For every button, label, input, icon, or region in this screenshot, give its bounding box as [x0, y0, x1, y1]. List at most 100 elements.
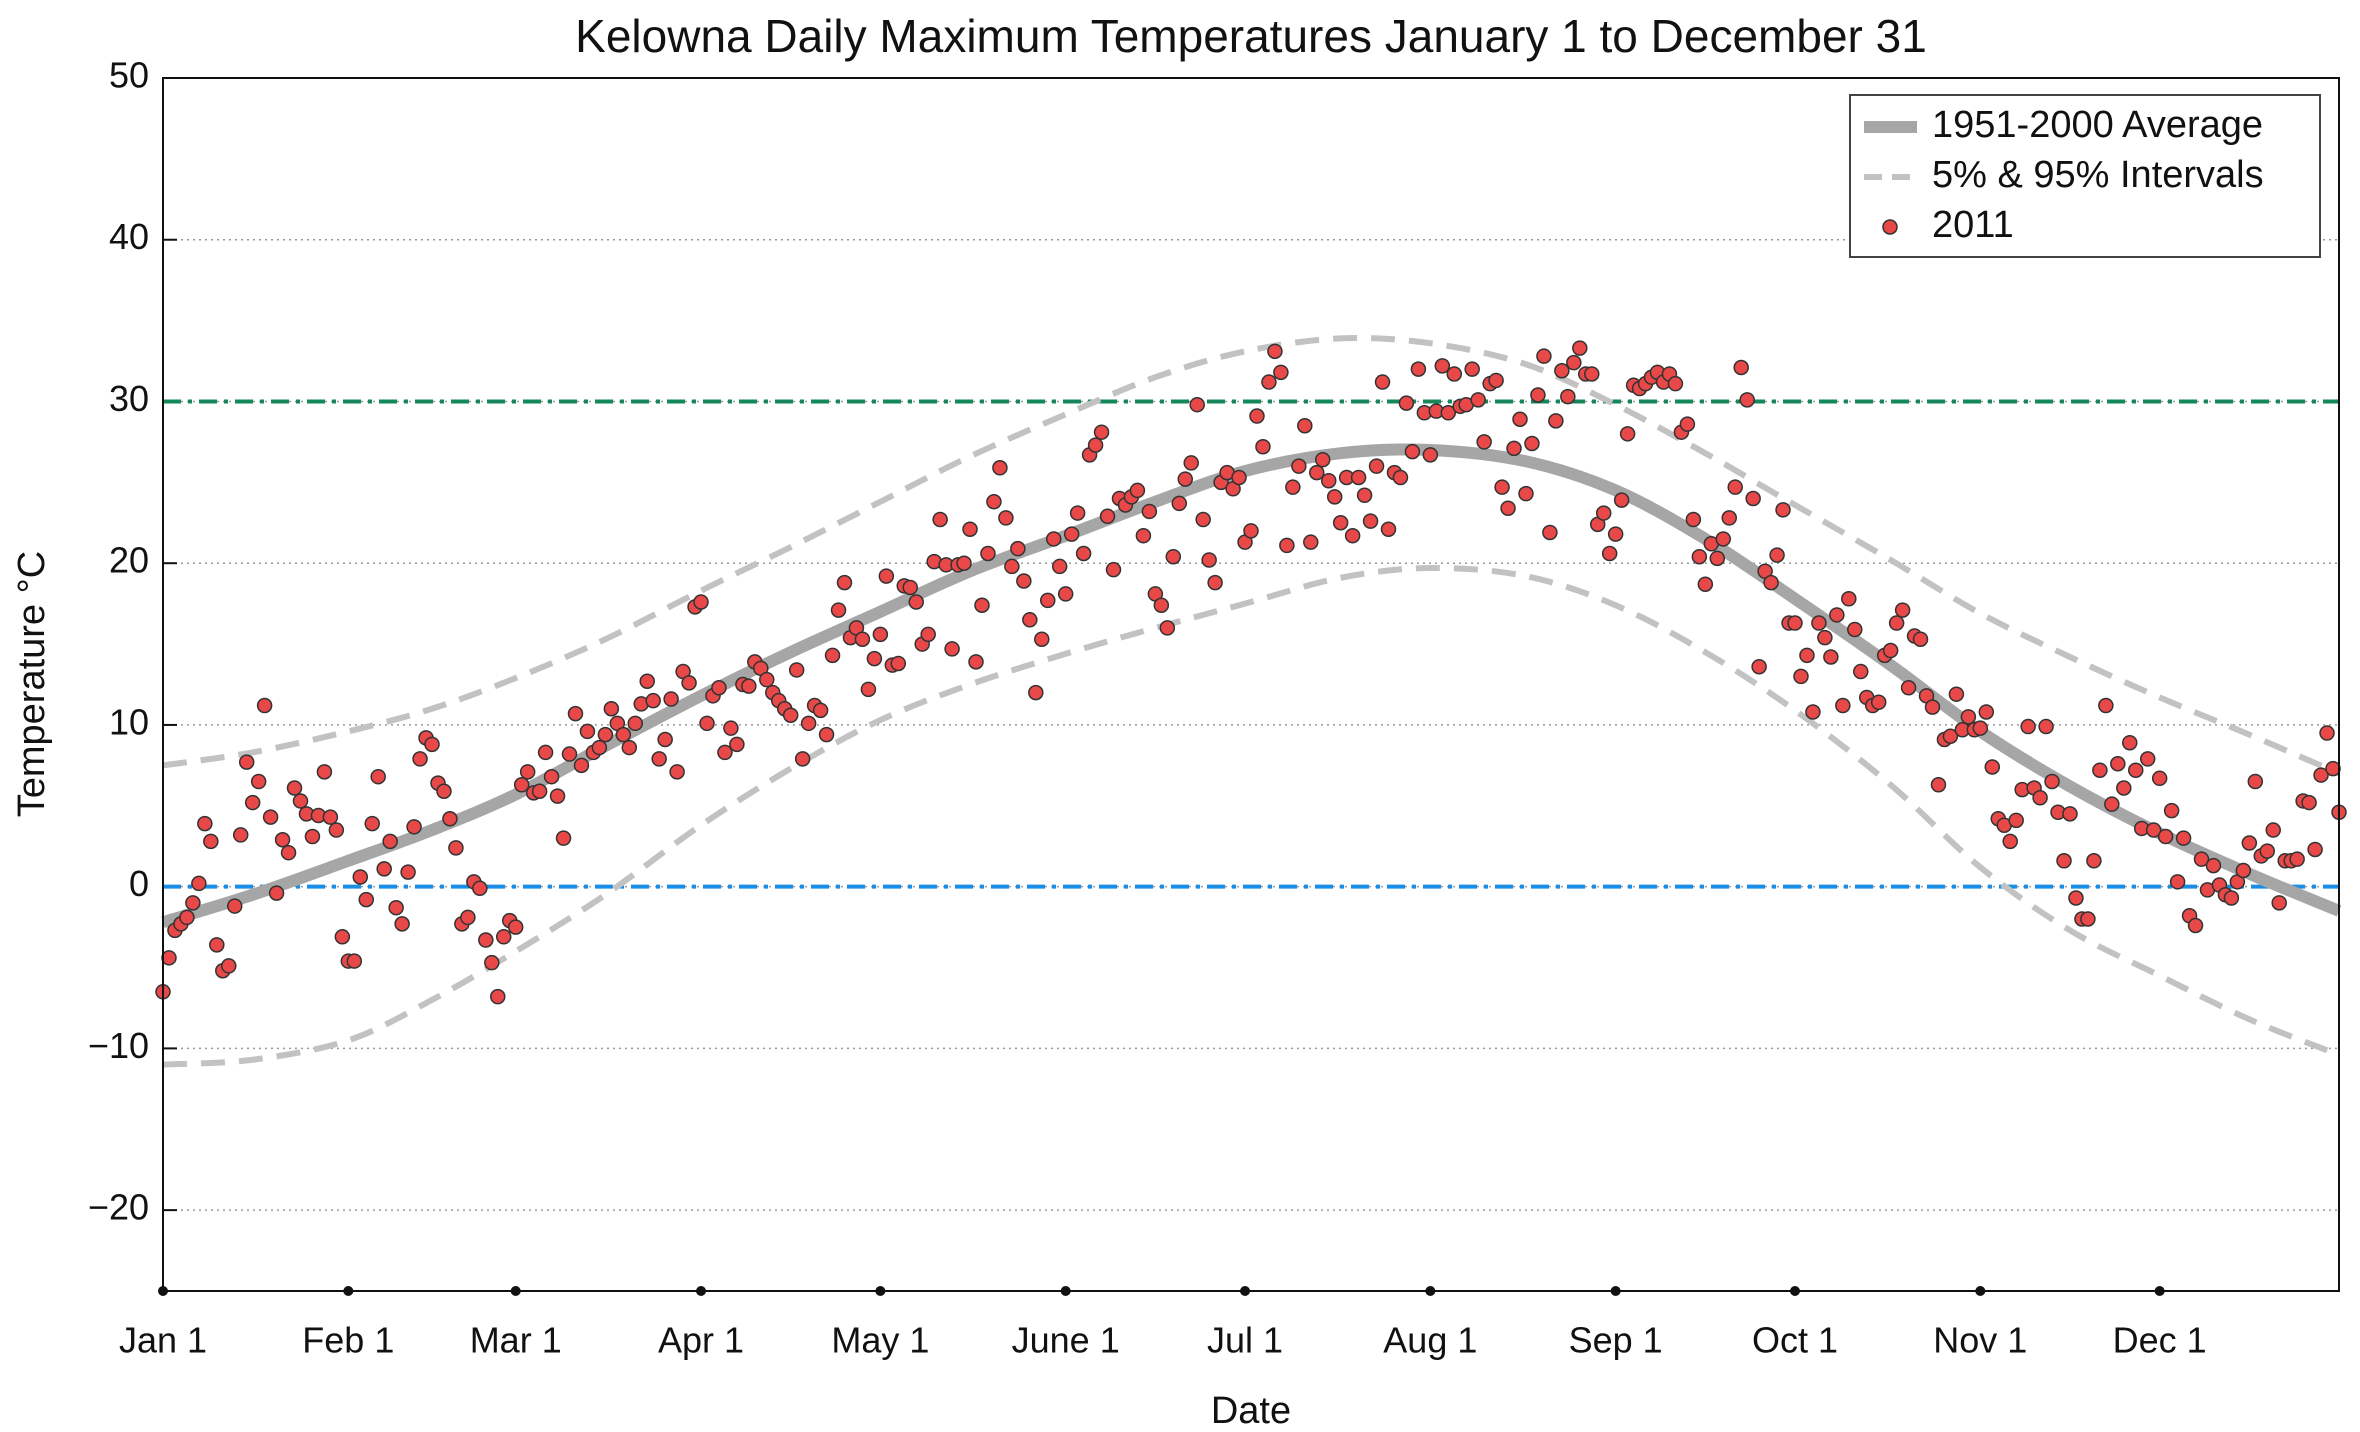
point	[2139, 751, 2156, 767]
point	[1404, 443, 1421, 460]
y-tick-label: 30	[109, 378, 149, 419]
point	[185, 895, 201, 911]
x-tick-label: Aug 1	[1383, 1320, 1477, 1361]
point	[1470, 392, 1486, 408]
legend-label: 1951-2000 Average	[1932, 104, 2263, 146]
point	[513, 777, 530, 793]
point	[2307, 841, 2323, 858]
x-tick-label: Dec 1	[2113, 1320, 2207, 1361]
point	[226, 898, 243, 914]
point	[484, 954, 500, 971]
point	[1153, 597, 1170, 614]
point	[782, 707, 799, 723]
point	[1440, 405, 1457, 421]
point	[1542, 524, 1558, 541]
point	[2044, 773, 2060, 790]
point	[1285, 479, 1301, 495]
point	[2122, 734, 2138, 751]
point	[2116, 780, 2132, 796]
point	[1135, 527, 1152, 544]
point	[1566, 354, 1582, 371]
point	[394, 916, 410, 932]
point	[2163, 802, 2180, 819]
point	[1171, 495, 1188, 512]
point	[448, 840, 464, 856]
point	[460, 909, 476, 926]
point	[358, 891, 375, 908]
point	[1894, 602, 1911, 618]
point	[412, 751, 428, 767]
point	[1685, 511, 1702, 528]
x-tick-label: Jul 1	[1207, 1320, 1283, 1361]
point	[603, 701, 620, 717]
point	[370, 768, 386, 785]
point	[794, 751, 811, 767]
x-tick-label: May 1	[831, 1320, 929, 1361]
point	[1613, 492, 1630, 508]
point	[1063, 526, 1080, 542]
point	[1841, 591, 1857, 607]
x-tick-label: Oct 1	[1752, 1320, 1838, 1361]
point	[346, 953, 363, 969]
point	[1536, 348, 1552, 364]
point	[1350, 469, 1367, 486]
plot-frame	[162, 77, 2340, 1292]
point	[1847, 621, 1863, 638]
point	[1572, 340, 1588, 356]
point	[2080, 911, 2096, 927]
point	[244, 794, 261, 811]
point	[1823, 649, 1839, 665]
point	[1165, 548, 1182, 565]
point	[1356, 487, 1373, 504]
point	[567, 705, 584, 722]
point	[316, 764, 333, 780]
point	[1207, 574, 1223, 591]
x-axis-label: Date	[1211, 1390, 1291, 1432]
point	[2127, 762, 2144, 778]
point	[322, 809, 339, 825]
point	[1075, 545, 1092, 562]
point	[1057, 586, 1074, 602]
point	[818, 726, 835, 743]
point	[711, 679, 727, 696]
point	[1554, 362, 1570, 379]
point	[1159, 620, 1176, 636]
point	[2247, 773, 2264, 790]
point	[2271, 895, 2287, 911]
point	[717, 744, 733, 761]
point	[663, 691, 679, 707]
point	[1422, 447, 1439, 463]
point	[232, 827, 249, 843]
point	[1398, 395, 1415, 411]
point	[238, 754, 255, 770]
point	[1548, 413, 1564, 429]
point	[2062, 806, 2078, 822]
point	[2020, 718, 2036, 735]
point	[1984, 759, 2001, 775]
point	[268, 885, 285, 901]
point	[824, 647, 841, 664]
point	[561, 746, 578, 762]
point	[1069, 505, 1086, 521]
point	[1279, 537, 1295, 554]
point	[1607, 526, 1624, 542]
point	[1679, 416, 1696, 432]
point	[1051, 558, 1068, 575]
point	[1763, 574, 1779, 591]
x-tick-label: Nov 1	[1933, 1320, 2027, 1361]
point	[908, 594, 924, 610]
legend-label: 2011	[1932, 204, 2014, 246]
point	[944, 641, 960, 657]
point	[998, 510, 1014, 526]
point	[1799, 647, 1815, 664]
point	[274, 832, 291, 848]
point	[519, 764, 536, 780]
point	[657, 731, 673, 748]
point	[621, 739, 638, 756]
point	[2319, 725, 2335, 741]
point	[1727, 479, 1743, 495]
point	[549, 788, 566, 804]
point	[1267, 343, 1283, 360]
point	[729, 736, 745, 753]
